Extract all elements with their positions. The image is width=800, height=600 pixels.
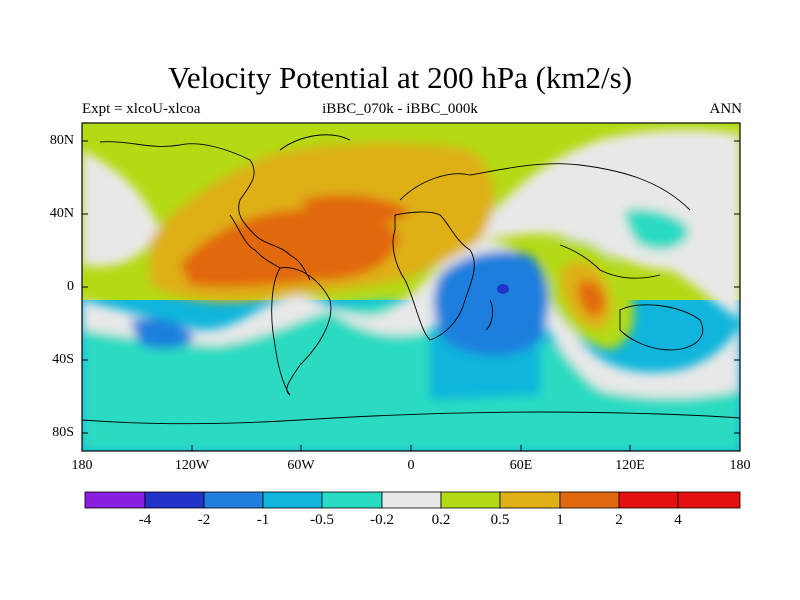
lon-label-0: 0 <box>407 458 415 473</box>
south-asia-coast <box>559 244 661 279</box>
velocity-potential-field <box>82 123 740 451</box>
madagascar-coast <box>485 299 493 331</box>
colorbar-label-3: -0.5 <box>310 512 334 528</box>
lon-label-120e: 120E <box>615 458 645 473</box>
north-pacific-zero-region <box>82 150 160 267</box>
colorbar-box-5 <box>381 491 442 509</box>
colorbar-box-4 <box>321 491 383 509</box>
lat-label-80s: 80S <box>52 425 74 440</box>
difference-label: iBBC_070k - iBBC_000k <box>322 101 478 117</box>
north-atlantic-dark-orange <box>300 194 410 227</box>
eurasia-coast <box>399 163 691 211</box>
colorbar-box-3 <box>262 491 323 509</box>
colorbar-label-8: 2 <box>615 512 623 528</box>
australia-coast <box>619 304 704 351</box>
colorbar-label-9: 4 <box>674 512 682 528</box>
colorbar-box-7 <box>499 491 561 509</box>
colorbar-box-9 <box>618 491 679 509</box>
lon-label-60e: 60E <box>509 458 533 473</box>
colorbar-label-6: 0.5 <box>490 512 510 528</box>
lat-label-80n: 80N <box>49 133 74 148</box>
lon-label-180e: 180 <box>729 458 751 473</box>
lat-label-40n: 40N <box>49 206 74 221</box>
greenland-coast <box>279 134 351 151</box>
south-america-coast-west <box>271 267 291 396</box>
atlantic-dark-orange-core <box>180 208 400 288</box>
maritime-dark-orange-core <box>578 280 605 316</box>
indian-ocean-min <box>497 284 509 294</box>
east-asia-zero-region <box>470 130 740 320</box>
colorbar-box-8 <box>559 491 620 509</box>
lon-label-60w: 60W <box>287 458 315 473</box>
colorbar-label-4: -0.2 <box>370 512 394 528</box>
colorbar-box-2 <box>203 491 264 509</box>
colorbar-label-1: -2 <box>197 512 211 528</box>
colorbar <box>84 491 741 509</box>
north-america-coast <box>99 141 311 281</box>
lon-label-120w: 120W <box>174 458 210 473</box>
colorbar-label-0: -4 <box>138 512 152 528</box>
experiment-label: Expt = xlcoU-xlcoa <box>82 101 201 117</box>
season-label: ANN <box>709 101 743 117</box>
lon-ticks <box>81 445 741 451</box>
lon-label-180w: 180 <box>71 458 93 473</box>
colorbar-box-0 <box>84 491 146 509</box>
south-america-coast-east <box>279 267 332 396</box>
colorbar-box-1 <box>144 491 205 509</box>
colorbar-box-10 <box>677 491 741 509</box>
lat-label-40s: 40S <box>52 352 74 367</box>
colorbar-box-6 <box>440 491 501 509</box>
colorbar-label-5: 0.2 <box>431 512 451 528</box>
coastlines <box>82 134 740 425</box>
africa-coast <box>392 211 475 341</box>
antarctica-coast <box>82 411 740 425</box>
lat-ticks <box>82 140 740 434</box>
zero-band <box>82 240 740 398</box>
colorbar-label-2: -1 <box>256 512 270 528</box>
pacific-teal-patch <box>625 208 690 250</box>
lat-label-0: 0 <box>67 279 74 294</box>
central-america-coast <box>229 214 281 269</box>
colorbar-label-7: 1 <box>556 512 564 528</box>
antarctic-teal <box>82 395 540 451</box>
south-pacific-blue-patch <box>130 318 195 349</box>
plot-title: Velocity Potential at 200 hPa (km2/s) <box>167 60 633 95</box>
